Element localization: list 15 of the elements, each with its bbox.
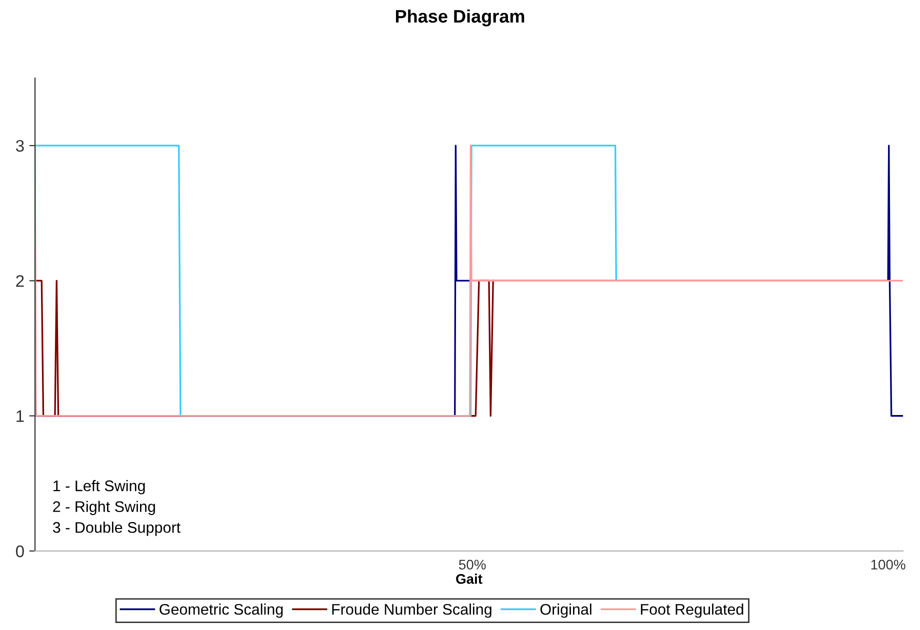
- x-tick-label: 50%: [458, 560, 486, 570]
- annotation: 1 - Left Swing: [54, 480, 145, 494]
- y-tick-label: 2: [16, 275, 24, 287]
- legend-label: Geometric Scaling: [160, 604, 283, 618]
- annotation: 2 - Right Swing: [53, 500, 155, 516]
- legend-label: Foot Regulated: [640, 604, 744, 618]
- x-tick-label: 100%: [871, 560, 906, 570]
- y-tick-label: 1: [16, 410, 24, 422]
- annotation: 3 - Double Support: [52, 522, 180, 536]
- y-tick-label: 0: [16, 545, 24, 558]
- legend-label: Original: [540, 604, 592, 618]
- legend-label: Froude Number Scaling: [332, 604, 492, 618]
- y-tick-label: 3: [16, 140, 24, 152]
- x-axis-title: Gait: [456, 574, 482, 584]
- chart-title: Phase Diagram: [396, 9, 524, 26]
